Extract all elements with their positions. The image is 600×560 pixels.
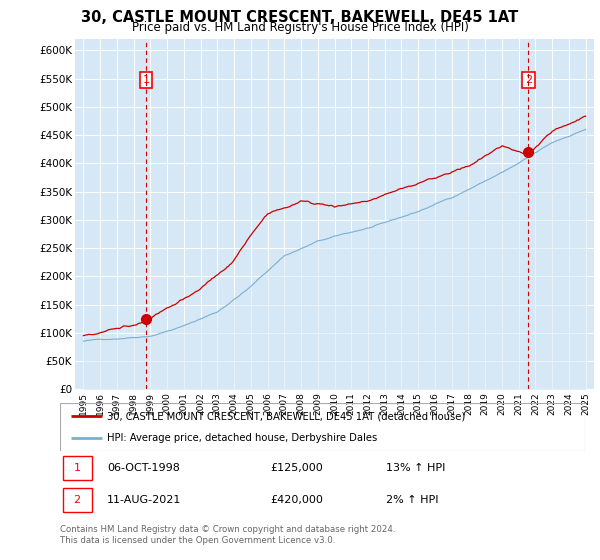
Text: 30, CASTLE MOUNT CRESCENT, BAKEWELL, DE45 1AT (detached house): 30, CASTLE MOUNT CRESCENT, BAKEWELL, DE4… <box>107 411 466 421</box>
Text: 2: 2 <box>525 75 532 85</box>
Bar <box>62 455 91 480</box>
Text: Contains HM Land Registry data © Crown copyright and database right 2024.
This d: Contains HM Land Registry data © Crown c… <box>60 525 395 545</box>
Text: £420,000: £420,000 <box>270 495 323 505</box>
Text: £125,000: £125,000 <box>270 463 323 473</box>
Text: 1: 1 <box>143 75 149 85</box>
Text: 2: 2 <box>74 495 80 505</box>
Text: 1: 1 <box>74 463 80 473</box>
Bar <box>62 488 91 512</box>
Text: 30, CASTLE MOUNT CRESCENT, BAKEWELL, DE45 1AT: 30, CASTLE MOUNT CRESCENT, BAKEWELL, DE4… <box>82 10 518 25</box>
Text: 2% ↑ HPI: 2% ↑ HPI <box>386 495 438 505</box>
Text: Price paid vs. HM Land Registry's House Price Index (HPI): Price paid vs. HM Land Registry's House … <box>131 21 469 34</box>
Text: 06-OCT-1998: 06-OCT-1998 <box>107 463 180 473</box>
Text: HPI: Average price, detached house, Derbyshire Dales: HPI: Average price, detached house, Derb… <box>107 433 377 443</box>
Text: 11-AUG-2021: 11-AUG-2021 <box>107 495 182 505</box>
Text: 13% ↑ HPI: 13% ↑ HPI <box>386 463 445 473</box>
